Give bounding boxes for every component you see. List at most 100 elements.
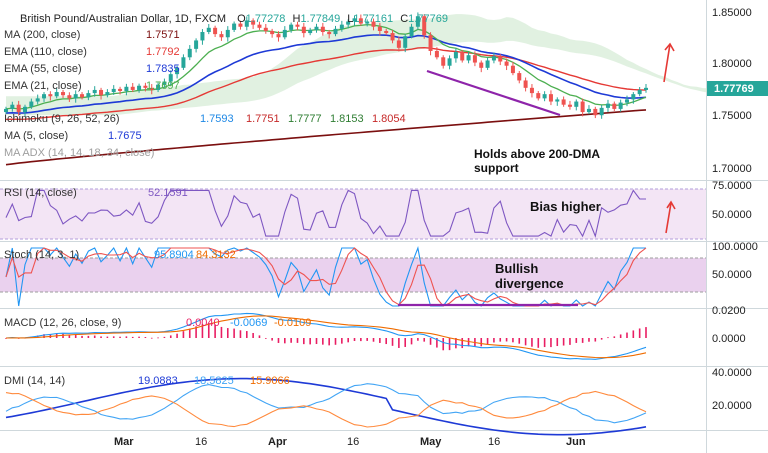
candle-body (504, 61, 509, 66)
legend-ema55[interactable]: EMA (55, close) 1.7835 (4, 63, 180, 75)
candle-body (130, 86, 135, 90)
macd-bar (303, 338, 305, 345)
candle-body (644, 87, 648, 90)
macd-bar (43, 334, 45, 338)
macd-bar (131, 336, 134, 338)
candle-body (86, 93, 91, 98)
candle-body (396, 40, 401, 48)
candle-body (295, 24, 300, 27)
candle-body (124, 86, 129, 91)
dmi-plus-line (5, 383, 647, 424)
legend-ma5[interactable]: MA (5, close) 1.7675 (4, 130, 142, 142)
candle-body (447, 58, 452, 66)
candle-body (586, 108, 591, 113)
candle-body (282, 29, 287, 38)
macd-bar (322, 338, 324, 345)
rsi-axis: 75.0000 50.0000 (712, 180, 752, 221)
legend-dmi[interactable]: DMI (14, 14) 19.0883 18.5825 15.9066 (4, 375, 290, 387)
macd-bar (360, 338, 362, 342)
macd-bar (524, 338, 527, 346)
candle-body (466, 55, 471, 61)
candle-body (479, 62, 484, 68)
macd-bar (518, 338, 521, 344)
legend-ema110[interactable]: EMA (110, close) 1.7792 (4, 46, 180, 58)
dmi-pane (5, 377, 647, 436)
legend-ichimoku[interactable]: Ichimoku (9, 26, 52, 26) 1.7593 1.7751 1.77… (4, 113, 406, 125)
candle-body (162, 81, 167, 85)
candle-body (567, 104, 572, 107)
macd-bar (537, 338, 540, 348)
annotation-stoch: Bullish divergence (495, 261, 564, 291)
candle-body (403, 36, 408, 48)
macd-bar (169, 335, 172, 338)
macd-bar (290, 338, 292, 343)
candle-body (580, 101, 585, 113)
legend-ma200[interactable]: MA (200, close) 1.7571 (4, 29, 180, 41)
x-tick: May (420, 436, 442, 448)
macd-bar (284, 338, 286, 344)
annotation-rsi: Bias higher (530, 199, 601, 214)
macd-bar (74, 335, 77, 338)
dmi-adx-line (5, 377, 647, 436)
candle-body (16, 104, 21, 113)
x-tick: 16 (488, 436, 500, 448)
x-tick: Mar (114, 436, 134, 448)
candle-body (276, 34, 281, 38)
macd-bar (493, 338, 495, 343)
candle-body (599, 107, 604, 116)
macd-bar (353, 338, 356, 341)
candle-body (460, 52, 465, 61)
macd-bar (81, 335, 83, 338)
candle-body (605, 103, 610, 108)
macd-bar (245, 331, 248, 338)
macd-bar (366, 338, 368, 341)
macd-bar (581, 338, 584, 343)
macd-pane (5, 312, 647, 360)
macd-line (5, 312, 647, 360)
annotation-main: Holds above 200-DMA support (474, 147, 600, 175)
legend-ema21[interactable]: EMA (21, close) 1.7697 (4, 80, 180, 92)
rsi-band (0, 189, 706, 239)
macd-bar (372, 338, 375, 342)
macd-bar (163, 336, 166, 338)
macd-bar (486, 338, 489, 345)
legend-rsi[interactable]: RSI (14, close) 52.1591 (4, 187, 188, 199)
macd-bar (467, 338, 470, 347)
legend-macd[interactable]: MACD (12, 26, close, 9) 0.0040 -0.0069 -0.0… (4, 317, 311, 329)
candle-body (257, 24, 262, 28)
macd-bar (106, 336, 109, 338)
macd-bar (575, 338, 578, 343)
legend-stoch[interactable]: Stoch (14, 3, 1) 95.8904 84.3132 (4, 249, 236, 261)
legend-ma-adx[interactable]: MA ADX (14, 14, 18, 34, close) (4, 147, 154, 159)
candle-body (48, 94, 53, 97)
candle-body (118, 88, 123, 91)
candle-body (422, 16, 427, 36)
dmi-tick: 40.0000 (712, 367, 752, 379)
dmi-tick: 20.0000 (712, 400, 752, 412)
candle-body (415, 16, 420, 27)
macd-bar (201, 324, 204, 338)
macd-tick: 0.0200 (712, 305, 746, 317)
macd-bar (258, 335, 261, 338)
macd-bar (638, 328, 641, 338)
candle-body (624, 99, 629, 103)
macd-bar (423, 338, 426, 342)
rsi-line (5, 189, 647, 238)
macd-bar (328, 338, 330, 346)
macd-bar (309, 338, 311, 345)
candle-body (143, 85, 148, 88)
candle-body (631, 94, 636, 100)
macd-bar (436, 338, 438, 348)
macd-bar (315, 338, 318, 345)
macd-bar (68, 334, 71, 338)
x-tick: 16 (347, 436, 359, 448)
candle-body (574, 101, 579, 107)
rsi-pane: Bias higher (0, 188, 706, 240)
dmi-axis: 40.0000 20.0000 (712, 367, 752, 412)
candle-body (555, 99, 560, 102)
macd-bar (645, 327, 647, 338)
macd-bar (5, 338, 7, 339)
price-tag-label: 1.77769 (714, 83, 754, 95)
candle-body (542, 94, 547, 99)
